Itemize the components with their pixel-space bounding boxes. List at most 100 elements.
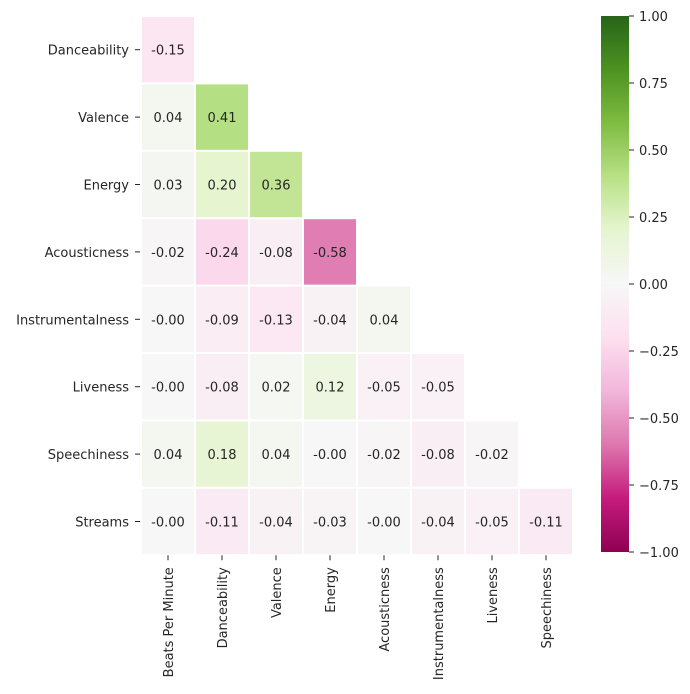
heatmap-cell <box>304 354 356 420</box>
x-tick-label: Instrumentalness <box>432 567 447 680</box>
colorbar-tick-label: 0.00 <box>639 278 668 293</box>
x-tick-label: Liveness <box>486 567 501 624</box>
cell-value-label: -0.00 <box>367 516 401 531</box>
heatmap-cell <box>304 286 356 352</box>
cell-value-label: 0.04 <box>370 313 399 328</box>
colorbar: 1.00 0.75 0.50 0.25 0.00 −0.25 −0.50 −0.75 −1.00 <box>601 10 679 561</box>
heatmap-cell <box>142 17 194 83</box>
colorbar-tick-label: −0.75 <box>639 479 679 494</box>
heatmap-cell <box>142 84 194 150</box>
x-tick-labels: Beats Per Minute Danceability Valence Energ… <box>162 555 555 680</box>
heatmap-cell <box>412 421 464 487</box>
colorbar-tick-label: −1.00 <box>639 546 679 561</box>
cell-value-label: -0.04 <box>421 516 455 531</box>
heatmap-cell <box>466 421 518 487</box>
heatmap-cell <box>250 421 302 487</box>
y-tick-labels: Danceability Valence Energy Acousticness Ins… <box>16 44 140 531</box>
cell-value-label: 0.41 <box>208 111 237 126</box>
cell-value-label: -0.02 <box>151 246 185 261</box>
y-tick-label: Instrumentalness <box>16 313 129 328</box>
heatmap-cell <box>142 488 194 555</box>
cell-value-label: 0.18 <box>208 448 237 463</box>
x-tick-label: Speechiness <box>540 567 555 649</box>
heatmap-cell <box>142 421 194 487</box>
x-tick-label: Energy <box>324 567 339 613</box>
cell-value-label: 0.04 <box>262 448 291 463</box>
heatmap-cell <box>466 488 518 555</box>
heatmap-cell <box>196 151 248 218</box>
heatmap-cell <box>196 286 248 352</box>
cell-value-label: -0.02 <box>367 448 401 463</box>
heatmap-cell <box>142 219 194 285</box>
heatmap-cell <box>196 488 248 555</box>
colorbar-tick-label: 0.75 <box>639 77 668 92</box>
heatmap-cell <box>196 219 248 285</box>
heatmap-cell <box>196 354 248 420</box>
cell-value-label: -0.24 <box>205 246 239 261</box>
cell-value-label: 0.20 <box>208 179 237 194</box>
cell-value-label: -0.03 <box>313 516 347 531</box>
cell-value-label: -0.11 <box>205 516 239 531</box>
colorbar-tick-label: 0.25 <box>639 211 668 226</box>
heatmap-cell <box>358 286 410 352</box>
heatmap-cell <box>250 488 302 555</box>
cell-value-label: -0.58 <box>313 246 347 261</box>
cell-value-label: -0.05 <box>367 381 401 396</box>
cell-value-label: 0.04 <box>154 111 183 126</box>
heatmap-cell <box>358 421 410 487</box>
heatmap-cells: -0.15 0.04 0.41 0.03 0.20 0.36 -0.02 -0.24 -0.08… <box>142 17 572 555</box>
colorbar-tick-label: 1.00 <box>639 10 668 25</box>
cell-value-label: 0.02 <box>262 381 291 396</box>
x-tick-label: Valence <box>270 567 285 618</box>
heatmap-cell <box>520 488 572 555</box>
heatmap-cell <box>196 421 248 487</box>
cell-value-label: -0.15 <box>151 44 185 59</box>
cell-value-label: -0.08 <box>205 381 239 396</box>
cell-value-label: -0.08 <box>421 448 455 463</box>
x-tick-label: Danceability <box>216 567 231 649</box>
cell-value-label: 0.03 <box>154 179 183 194</box>
colorbar-tick-label: −0.50 <box>639 412 679 427</box>
x-tick-label: Acousticness <box>378 567 393 652</box>
y-tick-label: Energy <box>83 179 129 194</box>
heatmap-cell <box>142 354 194 420</box>
heatmap-cell <box>304 488 356 555</box>
heatmap-cell <box>358 354 410 420</box>
cell-value-label: -0.13 <box>259 313 293 328</box>
cell-value-label: -0.05 <box>421 381 455 396</box>
heatmap-cell <box>304 219 356 285</box>
cell-value-label: -0.04 <box>313 313 347 328</box>
cell-value-label: -0.00 <box>313 448 347 463</box>
cell-value-label: 0.12 <box>316 381 345 396</box>
cell-value-label: 0.04 <box>154 448 183 463</box>
heatmap-cell <box>250 219 302 285</box>
cell-value-label: -0.02 <box>475 448 509 463</box>
colorbar-tick-label: 0.50 <box>639 144 668 159</box>
cell-value-label: -0.08 <box>259 246 293 261</box>
heatmap-cell <box>358 488 410 555</box>
heatmap-cell <box>250 286 302 352</box>
cell-value-label: -0.04 <box>259 516 293 531</box>
heatmap-cell <box>412 354 464 420</box>
cell-value-label: -0.00 <box>151 313 185 328</box>
cell-value-label: -0.05 <box>475 516 509 531</box>
x-tick-label: Beats Per Minute <box>162 567 177 677</box>
cell-value-label: 0.36 <box>262 179 291 194</box>
y-tick-label: Acousticness <box>45 246 130 261</box>
cell-value-label: -0.09 <box>205 313 239 328</box>
cell-value-label: -0.00 <box>151 381 185 396</box>
colorbar-tick-label: −0.25 <box>639 345 679 360</box>
heatmap-cell <box>142 151 194 218</box>
y-tick-label: Speechiness <box>48 448 130 463</box>
y-tick-label: Streams <box>75 516 129 531</box>
y-tick-label: Valence <box>78 111 129 126</box>
heatmap-cell <box>250 354 302 420</box>
heatmap-cell <box>142 286 194 352</box>
heatmap-cell <box>196 84 248 150</box>
colorbar-gradient <box>601 16 629 552</box>
heatmap-cell <box>412 488 464 555</box>
cell-value-label: -0.11 <box>529 516 563 531</box>
cell-value-label: -0.00 <box>151 516 185 531</box>
y-tick-label: Danceability <box>48 44 130 59</box>
